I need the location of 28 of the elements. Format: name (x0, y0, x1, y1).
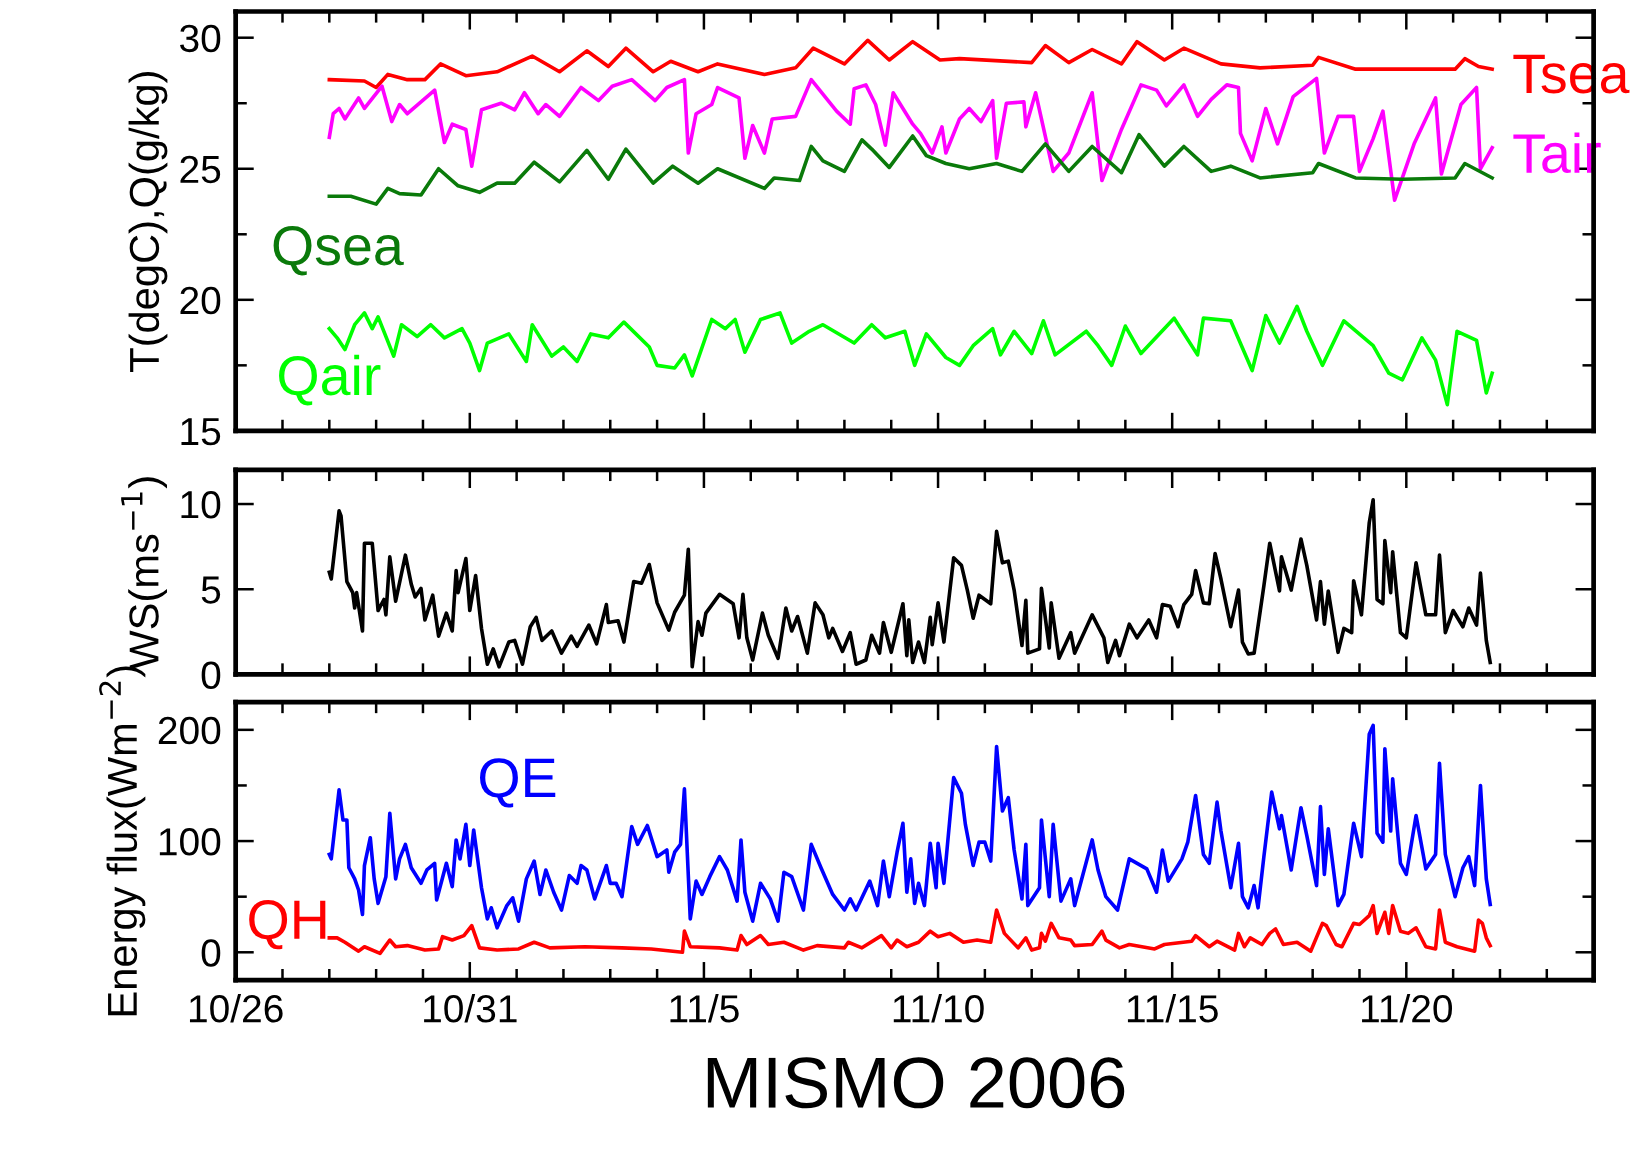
line-series (327, 723, 1493, 930)
y-axis-title: T(degC),Q(g/kg) (128, 72, 168, 372)
x-axis-title: MISMO 2006 (707, 1057, 1125, 1109)
y-tick-label: 200 (158, 716, 221, 745)
x-tick-label: 11/15 (1127, 993, 1218, 1023)
x-tick-label: 11/10 (893, 993, 984, 1023)
series-label: QE (480, 758, 556, 808)
line-series (327, 76, 1494, 203)
series-label: Qair (279, 354, 381, 406)
x-tick-label: 10/26 (189, 993, 283, 1023)
line-series (327, 38, 1494, 90)
x-tick-label: 10/31 (424, 993, 517, 1023)
y-tick-label: 10 (181, 490, 221, 519)
line-series (327, 497, 1493, 669)
series-label: QH (249, 900, 326, 950)
y-tick-label: 15 (181, 418, 221, 446)
line-series (327, 132, 1494, 206)
y-tick-label: 20 (180, 286, 221, 315)
x-tick-label: 11/20 (1362, 993, 1453, 1023)
y-tick-label: 0 (201, 661, 221, 689)
x-tick-label: 11/5 (670, 993, 739, 1023)
y-tick-label: 100 (159, 828, 221, 856)
line-series (327, 903, 1493, 956)
y-tick-label: 5 (201, 576, 221, 604)
y-tick-label: 25 (180, 155, 221, 184)
series-label: Qsea (273, 226, 404, 276)
y-tick-label: 30 (180, 24, 221, 53)
y-tick-label: 0 (201, 939, 221, 967)
